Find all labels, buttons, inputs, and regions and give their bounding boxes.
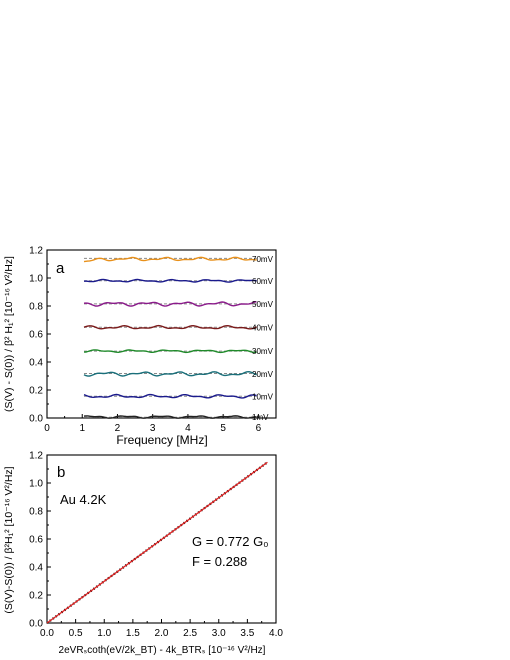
panel-a-series-line (83, 415, 257, 419)
panel-a-y-tick-label: 0.6 (29, 330, 43, 341)
panel-a-series-line (83, 370, 257, 377)
panel-a-series-label: 1mV (252, 413, 269, 422)
panel-a-series-label: 20mV (252, 370, 274, 379)
panel-b-series (46, 461, 269, 624)
panel-b-y-tick-label: 0.8 (29, 507, 43, 518)
panel-a-y-tick-label: 0.4 (29, 358, 43, 369)
panel-b-annotation-fano: F = 0.288 (192, 554, 247, 569)
panel-b-x-tick-label: 1.5 (126, 628, 140, 639)
panel-a-series-line (83, 256, 257, 263)
panel-b-x-tick-label: 3.0 (212, 628, 226, 639)
panel-b-y-tick-label: 0.6 (29, 535, 43, 546)
panel-b-x-tick-label: 4.0 (269, 628, 283, 639)
panel-a-series-labels: 1mV 10mV 20mV 30mV 40mV 50mV 60mV 70mV (252, 255, 274, 422)
panel-a-x-tick-label: 3 (150, 423, 156, 434)
panel-b-x-tick-label: 0.0 (40, 628, 54, 639)
panel-b-ylabel: (S(V)-S(0)) / β²H₁² [10⁻¹⁶ V²/Hz] (3, 466, 15, 613)
panel-a-y-tick-label: 1.2 (29, 246, 43, 257)
panel-a-ylabel: (S(V) - S(0)) / β² H₁² [10⁻¹⁶ V²/Hz] (3, 256, 15, 412)
panel-a-series-line (83, 301, 257, 307)
panel-b-y-tick-label: 0.0 (29, 619, 43, 630)
panel-a-y-tick-label: 0.8 (29, 302, 43, 313)
panel-a-x-tick-label: 2 (115, 423, 121, 434)
panel-b-x-tick-label: 0.5 (69, 628, 83, 639)
panel-a-series (83, 256, 257, 419)
panel-a-series-label: 10mV (252, 392, 274, 401)
panel-a-x-tick-label: 6 (256, 423, 262, 434)
panel-a-series-label: 50mV (252, 300, 274, 309)
panel-a-y-tick-label: 0.2 (29, 386, 43, 397)
panel-a-series-line (83, 324, 257, 330)
panel-a-y-tick-label: 0.0 (29, 414, 43, 425)
panel-a-x-tick-label: 1 (79, 423, 85, 434)
panel-b-fit-line (46, 461, 268, 624)
panel-b: 0.0 0.5 1.0 1.5 2.0 2.5 3.0 3.5 4.0 0.0 0.2 0.4 0.6… (3, 451, 283, 657)
panel-a-series-line (83, 393, 257, 399)
panel-b-y-tick-label: 1.2 (29, 451, 43, 462)
panel-b-label: b (57, 464, 65, 481)
panel-b-x-axis: 0.0 0.5 1.0 1.5 2.0 2.5 3.0 3.5 4.0 (40, 619, 283, 639)
panel-b-x-tick-label: 2.0 (155, 628, 169, 639)
panel-b-x-tick-label: 1.0 (97, 628, 111, 639)
panel-b-y-tick-label: 1.0 (29, 479, 43, 490)
panel-a-series-label: 60mV (252, 277, 274, 286)
panel-a-series-line (83, 278, 257, 283)
panel-b-y-tick-label: 0.2 (29, 591, 43, 602)
panel-a-series-label: 30mV (252, 347, 274, 356)
panel-a-frame (46, 249, 277, 419)
panel-a-x-tick-label: 0 (44, 423, 50, 434)
panel-b-y-axis: 0.0 0.2 0.4 0.6 0.8 1.0 1.2 (29, 451, 51, 630)
panel-a-series-label: 70mV (252, 255, 274, 264)
panel-a-series-label: 40mV (252, 323, 274, 332)
panel-b-y-tick-label: 0.4 (29, 563, 43, 574)
panel-a: 0 1 2 3 4 5 6 0.0 0.2 0.4 0.6 0.8 1.0 1.2 1mV 10mV 20m… (3, 246, 277, 447)
panel-a-label: a (56, 260, 65, 277)
panel-b-annotation-sample: Au 4.2K (60, 492, 107, 507)
panel-a-x-tick-label: 4 (185, 423, 191, 434)
panel-b-x-tick-label: 2.5 (183, 628, 197, 639)
panel-a-x-tick-label: 5 (220, 423, 226, 434)
panel-a-y-axis: 0.0 0.2 0.4 0.6 0.8 1.0 1.2 (29, 246, 51, 425)
panel-b-x-tick-label: 3.5 (240, 628, 254, 639)
panel-a-xlabel: Frequency [MHz] (116, 433, 207, 447)
panel-a-y-tick-label: 1.0 (29, 274, 43, 285)
panel-a-series-line (83, 349, 257, 354)
panel-b-xlabel: 2eVRₛcoth(eV/2k_BT) - 4k_BTRₛ [10⁻¹⁶ V²/… (59, 645, 266, 656)
panel-b-annotation-conductance: G = 0.772 G₀ (192, 534, 269, 549)
